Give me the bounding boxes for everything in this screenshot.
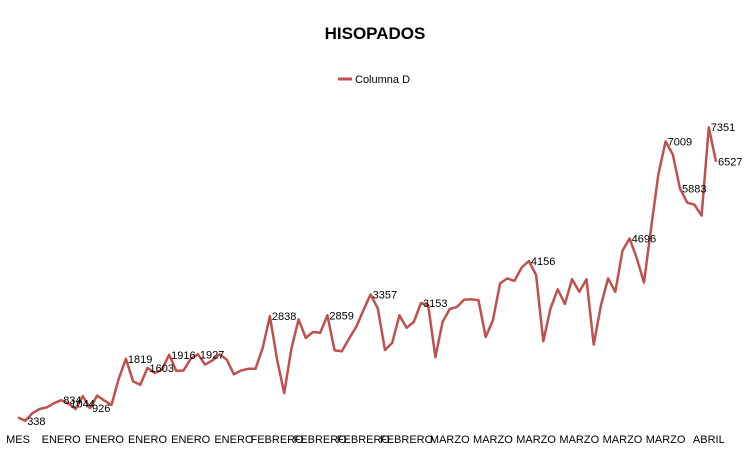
data-label: 7351 [711, 122, 735, 134]
data-label: 3357 [373, 289, 397, 301]
data-label: 1916 [171, 350, 195, 362]
x-tick-label: MARZO [603, 434, 643, 446]
data-label: 1044 [70, 399, 94, 411]
legend: Columna D [338, 74, 410, 86]
x-tick-label: MARZO [430, 434, 470, 446]
data-label: 1603 [150, 363, 174, 375]
data-label: 5883 [682, 184, 706, 196]
x-tick-label: MES [6, 434, 30, 446]
data-label: 2859 [329, 310, 353, 322]
data-label: 2838 [272, 311, 296, 323]
x-tick-label: MARZO [646, 434, 686, 446]
x-tick-label: MARZO [559, 434, 599, 446]
series-line [17, 125, 718, 423]
x-tick-label: ENERO [128, 434, 168, 446]
data-label: 1819 [128, 354, 152, 366]
x-axis-ticks: MES ENERO ENERO ENERO ENERO ENEROFEBREROFEBRE… [6, 434, 725, 446]
x-tick-label: ENERO [171, 434, 211, 446]
data-label: 926 [92, 403, 110, 415]
legend-label: Columna D [355, 74, 410, 86]
data-label: 7009 [668, 137, 692, 149]
x-tick-label: FEBRERO [251, 434, 305, 446]
data-label: 338 [27, 416, 45, 428]
x-tick-label: FEBRERO [380, 434, 434, 446]
x-tick-label: FEBRERO [294, 434, 348, 446]
x-tick-label: ENERO [42, 434, 82, 446]
x-tick-label: ENERO [214, 434, 254, 446]
chart-title: HISOPADOS [325, 24, 426, 43]
plot-area [17, 125, 718, 423]
x-tick-label: MARZO [516, 434, 556, 446]
x-tick-label: ENERO [85, 434, 125, 446]
data-label: 4156 [531, 256, 555, 268]
data-label: 6527 [718, 157, 742, 169]
data-label: 3153 [423, 298, 447, 310]
x-tick-label: MARZO [473, 434, 513, 446]
data-label: 4696 [632, 233, 656, 245]
x-tick-label: ABRIL [693, 434, 725, 446]
data-label: 1927 [200, 349, 224, 361]
data-label: 834 [63, 395, 81, 407]
x-tick-label: FEBRERO [337, 434, 391, 446]
